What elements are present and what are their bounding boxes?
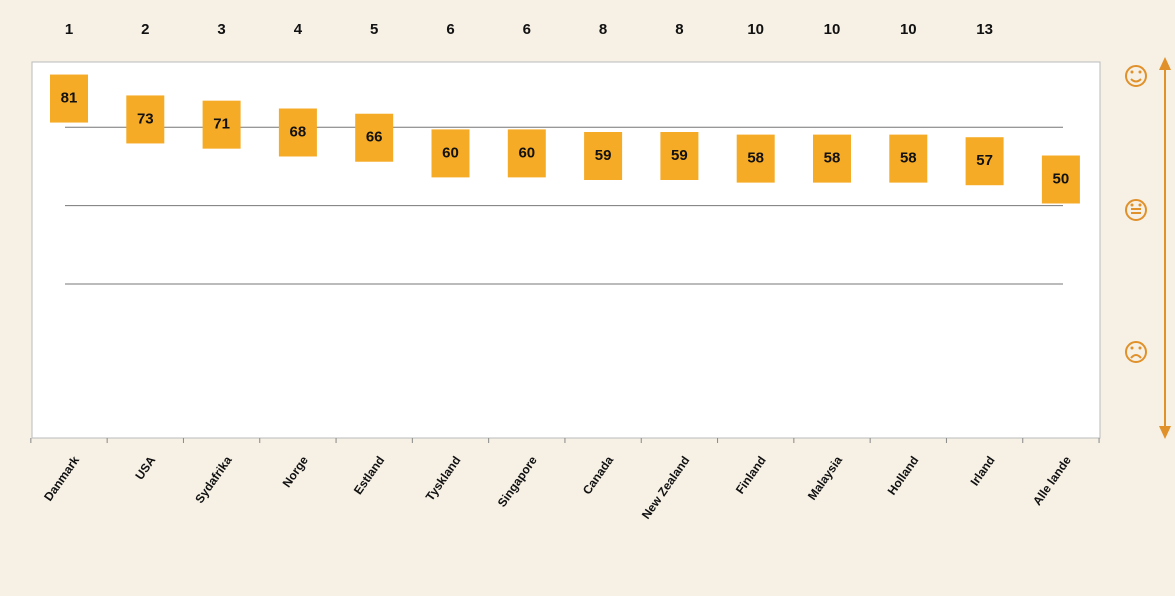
rank-label: 5 xyxy=(370,21,378,38)
value-box xyxy=(431,129,470,178)
value-label: 68 xyxy=(290,123,307,140)
rank-label: 13 xyxy=(976,21,993,38)
value-label: 50 xyxy=(1053,170,1070,187)
value-box xyxy=(202,100,241,149)
value-box xyxy=(584,132,623,180)
value-box xyxy=(126,95,165,144)
rank-label: 1 xyxy=(65,21,73,38)
rank-label: 6 xyxy=(446,21,454,38)
rank-label: 6 xyxy=(523,21,531,38)
plot-area xyxy=(31,61,1101,439)
rank-label: 8 xyxy=(675,21,683,38)
value-label: 60 xyxy=(518,144,535,161)
rank-label: 10 xyxy=(747,21,764,38)
value-box xyxy=(736,134,775,183)
value-box xyxy=(355,113,394,162)
rank-label: 8 xyxy=(599,21,607,38)
face-eyes xyxy=(1130,70,1142,350)
value-label: 57 xyxy=(976,152,993,169)
value-box xyxy=(889,134,928,183)
rank-label: 3 xyxy=(217,21,225,38)
value-box xyxy=(660,132,699,180)
rank-label: 10 xyxy=(824,21,841,38)
rank-label: 2 xyxy=(141,21,149,38)
value-label: 58 xyxy=(824,150,841,167)
value-label: 66 xyxy=(366,129,383,146)
value-label: 81 xyxy=(61,90,78,107)
value-label: 58 xyxy=(747,150,764,167)
rank-label: 4 xyxy=(294,21,303,38)
value-box xyxy=(278,108,317,157)
value-box xyxy=(507,129,546,178)
value-box xyxy=(50,74,88,123)
value-label: 73 xyxy=(137,110,154,127)
value-box xyxy=(1041,155,1080,204)
face-icons xyxy=(1125,65,1147,363)
value-label: 59 xyxy=(595,147,612,164)
value-box xyxy=(965,137,1004,186)
value-label: 59 xyxy=(671,147,688,164)
value-label: 60 xyxy=(442,144,459,161)
value-box xyxy=(813,134,851,183)
value-label: 71 xyxy=(213,116,230,133)
value-label: 58 xyxy=(900,150,917,167)
rank-label: 10 xyxy=(900,21,917,38)
